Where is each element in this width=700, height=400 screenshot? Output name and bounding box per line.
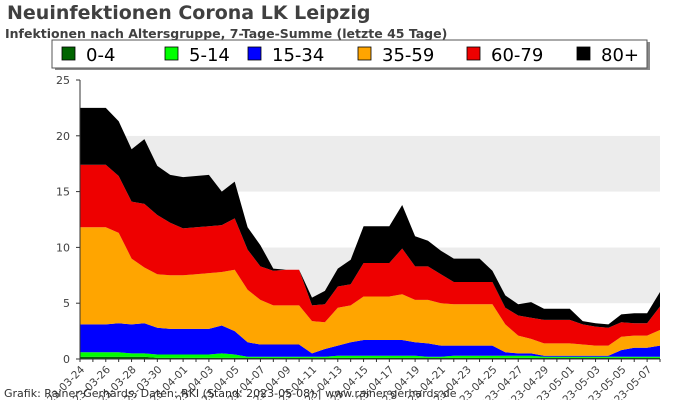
series-area-15-34 xyxy=(80,323,660,357)
series-area-60-79 xyxy=(80,164,660,346)
y-tick-label: 5 xyxy=(63,297,70,310)
y-tick-label: 25 xyxy=(56,74,70,87)
legend-label-60-79: 60-79 xyxy=(491,45,543,66)
legend-swatch-15-34 xyxy=(247,46,262,61)
legend-swatch-5-14 xyxy=(164,46,179,61)
legend: 0-4 5-14 15-34 35-59 60-79 80+ xyxy=(51,39,650,70)
y-tick-label: 15 xyxy=(56,186,70,199)
legend-label-35-59: 35-59 xyxy=(382,45,434,66)
legend-swatch-80+ xyxy=(576,46,591,61)
legend-box xyxy=(51,39,648,69)
legend-swatch-60-79 xyxy=(466,46,481,61)
legend-label-0-4: 0-4 xyxy=(86,45,115,66)
y-tick-label: 10 xyxy=(56,241,70,254)
grid-band xyxy=(80,80,660,136)
stacked-areas xyxy=(80,107,660,359)
y-tick-label: 0 xyxy=(63,353,70,366)
series-area-5-14 xyxy=(80,352,660,358)
legend-swatch-0-4 xyxy=(61,46,76,61)
legend-label-80+: 80+ xyxy=(601,45,639,66)
y-axis-ticks: 0 5 10 15 20 25 xyxy=(56,74,80,366)
y-tick-label: 20 xyxy=(56,130,70,143)
axes xyxy=(79,80,660,360)
legend-label-15-34: 15-34 xyxy=(272,45,324,66)
legend-label-5-14: 5-14 xyxy=(189,45,230,66)
footer-credit: Grafik: Rainer Gerhards, Daten: RKI (Sta… xyxy=(4,387,457,400)
legend-swatch-35-59 xyxy=(357,46,372,61)
series-area-35-59 xyxy=(80,227,660,356)
chart-title: Neuinfektionen Corona LK Leipzig xyxy=(7,2,370,24)
series-area-80+ xyxy=(80,107,660,328)
chart-subtitle: Infektionen nach Altersgruppe, 7-Tage-Su… xyxy=(5,26,447,41)
